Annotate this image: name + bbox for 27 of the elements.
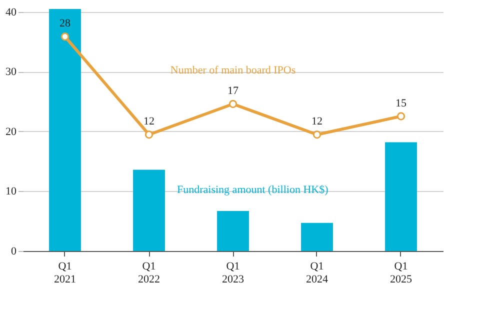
bar (385, 142, 417, 251)
point (396, 112, 406, 120)
x-tick-label: Q1 2021 (54, 260, 76, 286)
data-label: 17 (228, 85, 239, 97)
point (60, 32, 70, 41)
bar (133, 170, 165, 251)
x-tick-label: Q1 2023 (222, 260, 244, 286)
bar (49, 8, 81, 251)
data-label: 15 (396, 97, 407, 110)
y-tick-label: 20 (6, 126, 17, 138)
y-tick-label: 0 (11, 246, 17, 258)
point (312, 130, 322, 139)
y-tick-label: 30 (6, 66, 17, 78)
data-label: 28 (60, 18, 71, 30)
point (144, 130, 154, 139)
x-tick-label: Q1 2022 (138, 260, 160, 286)
x-tick-label: Q1 2024 (306, 260, 328, 286)
data-label: 12 (144, 116, 154, 128)
text: Number of main board IPOs (170, 64, 296, 77)
series-label: Fundraising amount (billion HK$) (177, 184, 329, 196)
x-tick-label: Q1 2025 (390, 260, 412, 286)
bar (217, 210, 249, 251)
point (228, 100, 238, 108)
bar (301, 222, 333, 251)
y-tick-label: 10 (6, 186, 17, 198)
y-tick-label: 40 (6, 6, 17, 18)
data-label: 12 (312, 116, 322, 128)
